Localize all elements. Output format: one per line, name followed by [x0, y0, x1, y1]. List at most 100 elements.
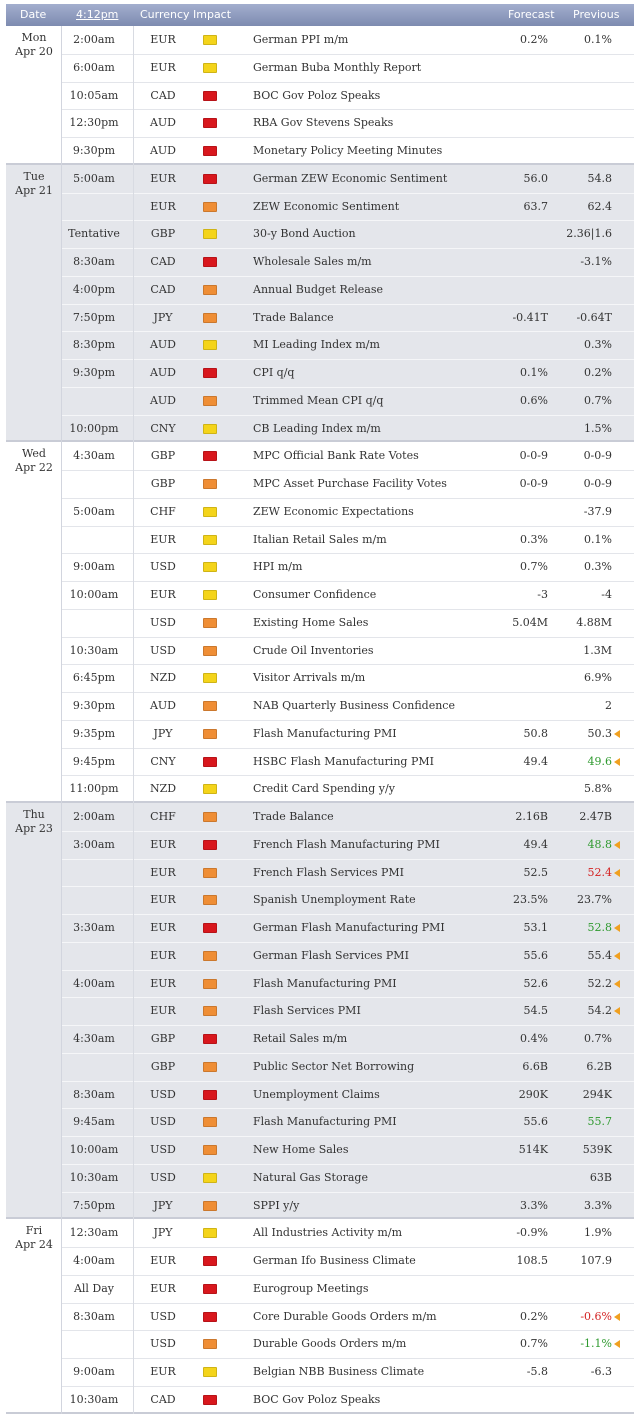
currency: EUR — [150, 60, 176, 74]
time-cell — [62, 830, 134, 859]
previous: 0.7% — [584, 393, 612, 407]
currency: EUR — [150, 1254, 176, 1267]
impact-icon — [203, 1228, 217, 1239]
row-divider — [62, 692, 634, 693]
time-cell — [62, 359, 134, 387]
event: Italian Retail Sales m/m — [253, 532, 387, 546]
impact-icon — [203, 756, 217, 767]
impact-icon — [203, 1367, 217, 1377]
row-divider — [62, 137, 634, 138]
currency: NZD — [149, 782, 177, 796]
previous: 0.3% — [584, 338, 612, 352]
row-divider — [62, 664, 634, 666]
time-cell — [62, 109, 134, 137]
event: French Flash Services PMI — [253, 865, 405, 879]
previous: 49.6 — [587, 754, 613, 768]
previous: 5.8% — [584, 782, 612, 796]
previous: -0.6% — [580, 1309, 612, 1323]
event: Retail Sales m/m — [253, 1032, 348, 1045]
impact-icon — [203, 451, 217, 462]
event: Flash Manufacturing PMI — [253, 726, 397, 740]
time: 4:00pm — [72, 282, 116, 296]
forecast: 63.7 — [523, 199, 549, 213]
row-divider — [62, 81, 634, 83]
forecast: 52.5 — [523, 865, 549, 879]
time: 6:45pm — [72, 671, 116, 685]
day-date: Apr 22 — [15, 461, 53, 475]
impact-icon — [203, 35, 217, 45]
impact-icon — [203, 978, 217, 989]
time-cell — [62, 858, 134, 887]
previous: 6.2B — [586, 1059, 612, 1073]
row-divider — [62, 1330, 634, 1332]
time: 9:30pm — [72, 144, 116, 157]
time-cell — [62, 692, 134, 720]
event: 30-y Bond Auction — [253, 227, 356, 241]
currency: AUD — [149, 366, 177, 379]
row-divider — [62, 1302, 634, 1304]
time-cell — [62, 553, 134, 581]
time-cell — [62, 53, 134, 82]
currency: USD — [150, 1143, 176, 1156]
currency: USD — [150, 1115, 176, 1129]
currency: AUD — [149, 699, 177, 712]
day-date: Apr 24 — [15, 1238, 53, 1252]
previous: 539K — [582, 1143, 612, 1156]
impact-icon — [203, 340, 217, 351]
previous: 0.2% — [584, 366, 612, 379]
time: 3:30am — [73, 921, 115, 934]
currency: USD — [150, 615, 176, 629]
event: Existing Home Sales — [253, 615, 369, 629]
forecast: -3 — [537, 588, 548, 601]
time-cell — [62, 192, 134, 221]
time-cell — [62, 386, 134, 415]
event: HSBC Flash Manufacturing PMI — [253, 754, 434, 768]
day-date: Apr 20 — [15, 45, 53, 58]
time: 10:00pm — [69, 421, 119, 435]
time-cell — [62, 747, 134, 776]
time-cell — [62, 997, 134, 1025]
row-divider — [62, 969, 634, 971]
event: Crude Oil Inventories — [253, 643, 374, 657]
event: Credit Card Spending y/y — [253, 782, 395, 796]
impact-icon — [203, 423, 217, 434]
day-group — [6, 26, 634, 165]
row-divider — [62, 997, 634, 999]
time-cell — [62, 581, 134, 609]
revised-icon — [614, 979, 620, 988]
day-date: Apr 23 — [15, 822, 53, 835]
time: 5:00am — [73, 504, 115, 518]
header-forecast: Forecast — [508, 8, 555, 21]
forecast: 0.1% — [520, 366, 548, 379]
time-cell — [62, 1108, 134, 1136]
row-divider — [62, 525, 634, 527]
row-divider — [62, 1136, 634, 1137]
currency: EUR — [150, 948, 176, 962]
time: 8:30am — [73, 1309, 115, 1323]
forecast: -5.8 — [526, 1365, 548, 1378]
impact-icon — [203, 506, 217, 517]
previous: 1.9% — [584, 1226, 612, 1240]
currency: GBP — [150, 449, 176, 463]
impact-icon — [203, 1145, 217, 1155]
revised-icon — [614, 840, 620, 849]
currency: CHF — [150, 810, 176, 823]
date-cell — [6, 442, 62, 803]
impact-icon — [203, 645, 217, 656]
forecast: 514K — [518, 1143, 548, 1156]
row-divider — [62, 1163, 634, 1165]
header-time[interactable]: 4:12pm — [76, 8, 119, 21]
time-cell — [62, 1358, 134, 1386]
previous: 54.2 — [587, 1004, 613, 1018]
row-divider — [62, 914, 634, 915]
currency: JPY — [153, 1226, 173, 1240]
event: Annual Budget Release — [253, 282, 383, 296]
currency: GBP — [150, 1032, 176, 1045]
time: 6:00am — [73, 60, 115, 74]
impact-icon — [203, 62, 217, 73]
forecast: 50.8 — [523, 726, 549, 740]
event: Durable Goods Orders m/m — [253, 1337, 407, 1351]
currency: CHF — [150, 504, 176, 518]
forecast: 290K — [518, 1087, 548, 1101]
impact-icon — [203, 1283, 217, 1294]
